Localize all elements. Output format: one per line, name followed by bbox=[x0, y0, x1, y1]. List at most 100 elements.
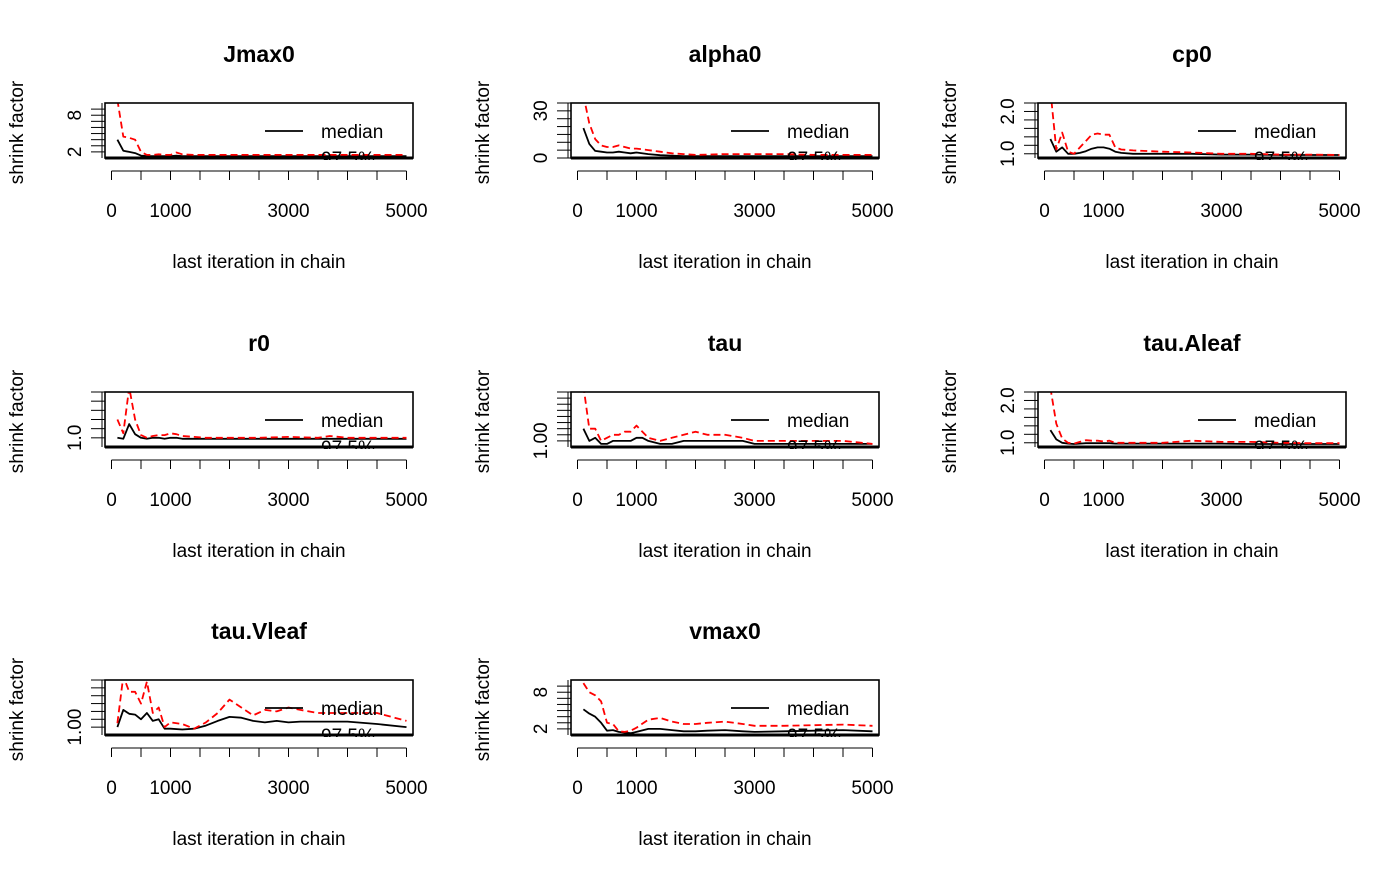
y-axis-label: shrink factor bbox=[940, 369, 961, 473]
y-tick-label: 1.00 bbox=[65, 709, 86, 746]
y-tick-label: 1.0 bbox=[998, 141, 1019, 167]
x-axis-label: last iteration in chain bbox=[1105, 541, 1278, 562]
x-tick-label: 5000 bbox=[851, 490, 893, 511]
x-tick-label: 0 bbox=[572, 490, 583, 511]
series-line-median bbox=[582, 127, 873, 158]
x-axis-label: last iteration in chain bbox=[638, 829, 811, 850]
x-tick-label: 1000 bbox=[149, 490, 191, 511]
y-tick-label: 1.0 bbox=[65, 425, 86, 451]
y-tick-label: 2 bbox=[531, 724, 552, 735]
x-tick-label: 5000 bbox=[851, 778, 893, 799]
x-tick-label: 0 bbox=[572, 201, 583, 222]
x-axis-label: last iteration in chain bbox=[638, 252, 811, 273]
series-line-97-5 bbox=[1050, 392, 1340, 445]
x-tick-label: 5000 bbox=[1318, 201, 1360, 222]
y-tick-label: 2.0 bbox=[998, 387, 1019, 413]
y-axis-label: shrink factor bbox=[473, 80, 494, 184]
y-tick-label: 2.0 bbox=[998, 98, 1019, 124]
x-tick-label: 3000 bbox=[267, 201, 309, 222]
series-line-97-5 bbox=[582, 682, 873, 733]
plot-area bbox=[1049, 392, 1340, 445]
x-tick-label: 1000 bbox=[615, 201, 657, 222]
x-axis-label: last iteration in chain bbox=[172, 829, 345, 850]
x-tick-label: 5000 bbox=[1318, 490, 1360, 511]
x-tick-label: 3000 bbox=[733, 201, 775, 222]
plot-area bbox=[116, 680, 407, 731]
legend-median-label: median bbox=[787, 699, 849, 720]
y-tick-label: 1.0 bbox=[998, 430, 1019, 456]
x-tick-label: 0 bbox=[1039, 201, 1050, 222]
x-tick-label: 1000 bbox=[149, 778, 191, 799]
panel-title: alpha0 bbox=[689, 41, 762, 67]
series-line-97-5 bbox=[116, 680, 407, 730]
legend-median-label: median bbox=[787, 411, 849, 432]
series-line-97-5 bbox=[583, 392, 873, 445]
legend-median-label: median bbox=[1254, 411, 1316, 432]
y-tick-label: 0 bbox=[531, 153, 552, 164]
x-tick-label: 1000 bbox=[149, 201, 191, 222]
x-tick-label: 5000 bbox=[385, 490, 427, 511]
panel-title: cp0 bbox=[1172, 41, 1212, 67]
panel-title: tau bbox=[708, 330, 743, 356]
panel-title: tau.Aleaf bbox=[1143, 330, 1240, 356]
y-tick-label: 8 bbox=[65, 110, 86, 121]
x-tick-label: 3000 bbox=[267, 778, 309, 799]
legend-median-label: median bbox=[787, 122, 849, 143]
x-tick-label: 0 bbox=[106, 201, 117, 222]
plot-area bbox=[116, 103, 407, 158]
x-tick-label: 0 bbox=[1039, 490, 1050, 511]
x-axis-label: last iteration in chain bbox=[172, 541, 345, 562]
panel-title: r0 bbox=[248, 330, 270, 356]
x-tick-label: 5000 bbox=[385, 201, 427, 222]
x-tick-label: 3000 bbox=[733, 778, 775, 799]
x-tick-label: 5000 bbox=[385, 778, 427, 799]
panel-title: vmax0 bbox=[689, 618, 761, 644]
series-line-median bbox=[116, 139, 407, 158]
panel-title: tau.Vleaf bbox=[211, 618, 307, 644]
plot-area bbox=[582, 103, 873, 158]
plot-area bbox=[116, 392, 407, 440]
y-axis-label: shrink factor bbox=[473, 369, 494, 473]
x-tick-label: 3000 bbox=[1200, 490, 1242, 511]
y-axis-label: shrink factor bbox=[7, 369, 28, 473]
series-line-median bbox=[582, 428, 873, 445]
plot-area bbox=[582, 682, 873, 735]
legend-median-label: median bbox=[1254, 122, 1316, 143]
x-tick-label: 3000 bbox=[1200, 201, 1242, 222]
x-axis-label: last iteration in chain bbox=[172, 252, 345, 273]
plot-area bbox=[582, 392, 873, 445]
y-tick-label: 30 bbox=[531, 100, 552, 121]
series-line-97-5 bbox=[116, 392, 407, 439]
y-axis-label: shrink factor bbox=[7, 657, 28, 761]
x-axis-label: last iteration in chain bbox=[1105, 252, 1278, 273]
x-tick-label: 1000 bbox=[615, 778, 657, 799]
x-tick-label: 0 bbox=[572, 778, 583, 799]
series-line-median bbox=[116, 709, 407, 731]
y-axis-label: shrink factor bbox=[940, 80, 961, 184]
x-tick-label: 1000 bbox=[1082, 490, 1124, 511]
series-line-97-5 bbox=[584, 103, 873, 156]
y-axis-label: shrink factor bbox=[7, 80, 28, 184]
x-tick-label: 3000 bbox=[267, 490, 309, 511]
y-tick-label: 2 bbox=[65, 147, 86, 158]
x-tick-label: 1000 bbox=[615, 490, 657, 511]
plot-area bbox=[1049, 103, 1340, 156]
series-line-97-5 bbox=[1050, 103, 1340, 156]
x-tick-label: 5000 bbox=[851, 201, 893, 222]
y-axis-label: shrink factor bbox=[473, 657, 494, 761]
series-line-median bbox=[582, 708, 873, 735]
panel-title: Jmax0 bbox=[223, 41, 295, 67]
x-tick-label: 1000 bbox=[1082, 201, 1124, 222]
legend-median-label: median bbox=[321, 699, 383, 720]
legend-median-label: median bbox=[321, 122, 383, 143]
